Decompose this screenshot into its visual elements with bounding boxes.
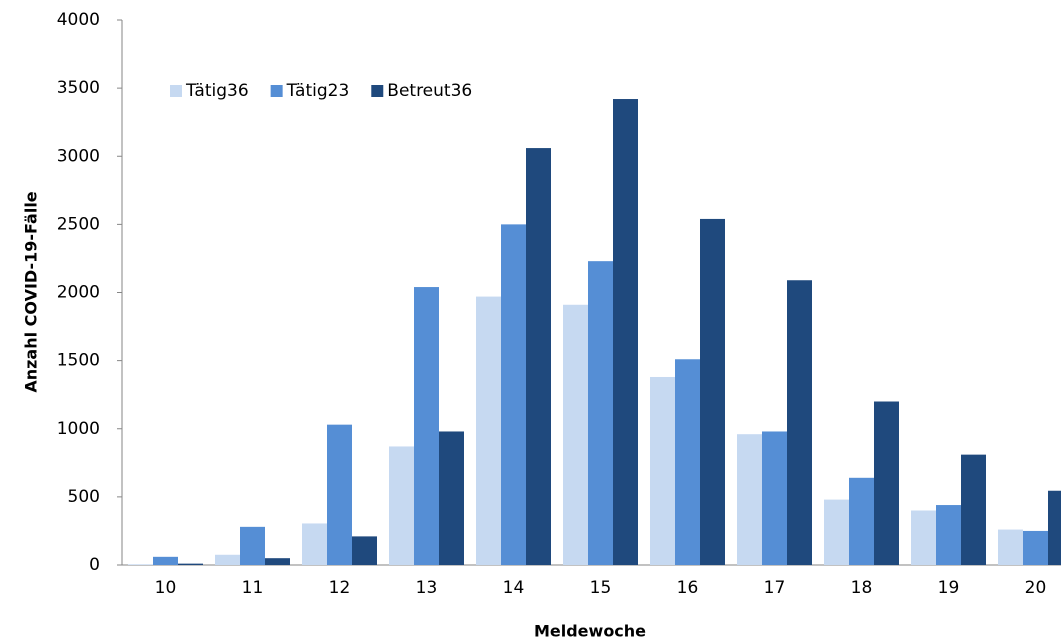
y-tick-label: 1000 [57,419,100,439]
legend-label: Tätig23 [286,81,350,101]
bar [998,529,1023,565]
bar [849,477,874,565]
bar [613,99,638,566]
bar [128,564,153,565]
bar [153,556,178,565]
y-tick-label: 3000 [57,146,100,166]
x-tick-label: 11 [242,578,264,598]
bar [588,261,613,565]
legend-swatch [270,85,283,97]
bar [240,526,265,565]
bar [1048,490,1061,565]
bar [824,499,849,565]
y-tick-label: 4000 [57,10,100,30]
bar [700,218,725,566]
bar [526,148,551,565]
bar [215,554,240,565]
x-tick-label: 18 [851,578,873,598]
y-tick-label: 2000 [57,283,100,303]
bar [1023,530,1048,565]
bar [650,376,675,565]
bar [787,280,812,565]
bar [737,434,762,565]
bar [874,401,899,565]
bar [327,424,352,565]
y-tick-label: 0 [89,555,100,575]
y-axis-title: Anzahl COVID-19-Fälle [22,191,41,392]
x-tick-label: 16 [677,578,699,598]
y-tick-label: 2500 [57,214,100,234]
y-tick-label: 1500 [57,351,100,371]
x-tick-label: 10 [155,578,177,598]
bar [501,224,526,565]
bar [961,454,986,565]
legend-swatch [371,85,384,97]
x-tick-label: 17 [764,578,786,598]
bar [563,304,588,565]
x-tick-label: 15 [590,578,612,598]
bar [762,431,787,565]
y-tick-label: 500 [68,487,100,507]
bar [936,505,961,565]
x-tick-label: 19 [938,578,960,598]
x-tick-label: 14 [503,578,525,598]
x-tick-label: 13 [416,578,438,598]
bar [911,510,936,565]
bar [675,359,700,565]
legend-swatch [170,85,182,97]
x-tick-label: 20 [1025,578,1047,598]
bar [389,446,414,565]
x-axis-title: Meldewoche [534,622,646,641]
bar [178,563,203,565]
bar [302,523,327,565]
bar [414,287,439,565]
legend-label: Betreut36 [387,81,472,101]
bar [265,558,290,565]
bar [439,431,464,565]
legend-label: Tätig36 [185,81,249,101]
bar [352,536,377,565]
bar [476,296,501,565]
y-tick-label: 3500 [57,78,100,98]
x-tick-label: 12 [329,578,351,598]
